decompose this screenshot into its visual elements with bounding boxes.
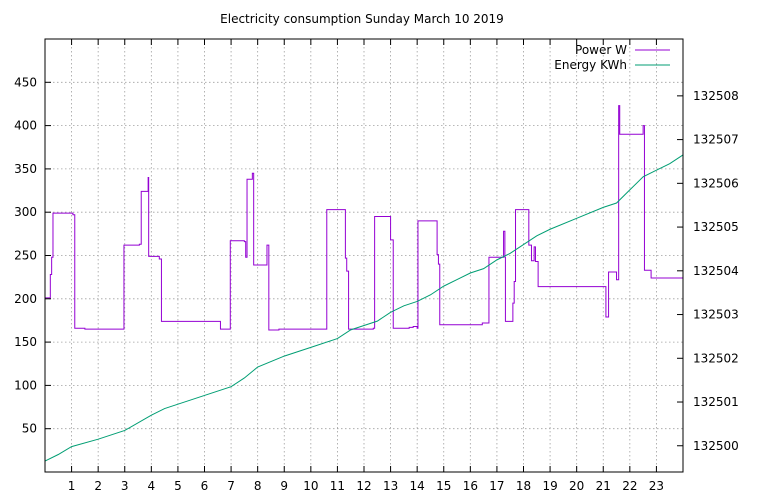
x-tick-label: 23 — [649, 479, 664, 493]
x-tick-label: 21 — [596, 479, 611, 493]
y2-tick-label: 132504 — [693, 264, 739, 278]
legend: Power W Energy KWh — [554, 43, 670, 72]
y-tick-label: 300 — [14, 205, 37, 219]
x-tick-label: 18 — [516, 479, 531, 493]
x-tick-label: 15 — [436, 479, 451, 493]
x-tick-label: 20 — [569, 479, 584, 493]
y2-tick-label: 132508 — [693, 89, 739, 103]
x-tick-label: 14 — [410, 479, 425, 493]
axis-ticks — [45, 39, 683, 472]
x-tick-label: 6 — [201, 479, 209, 493]
x-axis-tick-labels: 1 2 3 4 5 6 7 8 9 10 11 12 13 14 15 16 17 18 19 20 21 22 23 — [68, 479, 664, 493]
x-tick-label: 10 — [303, 479, 318, 493]
x-tick-label: 16 — [463, 479, 478, 493]
y-tick-label: 200 — [14, 292, 37, 306]
y-tick-label: 50 — [22, 422, 37, 436]
x-tick-label: 9 — [280, 479, 288, 493]
y2-tick-label: 132503 — [693, 308, 739, 322]
y-axis-tick-labels: 50 100 150 200 250 300 350 400 450 — [14, 75, 37, 435]
y2-tick-label: 132501 — [693, 395, 739, 409]
x-tick-label: 11 — [330, 479, 345, 493]
x-tick-label: 1 — [68, 479, 76, 493]
x-tick-label: 7 — [227, 479, 235, 493]
y-tick-label: 400 — [14, 119, 37, 133]
series-line-energy — [44, 154, 684, 462]
x-tick-label: 5 — [174, 479, 182, 493]
legend-label-energy: Energy KWh — [554, 58, 627, 72]
y-tick-label: 150 — [14, 335, 37, 349]
y-tick-label: 100 — [14, 378, 37, 392]
y-tick-label: 250 — [14, 249, 37, 263]
legend-label-power: Power W — [575, 43, 627, 57]
x-tick-label: 3 — [121, 479, 129, 493]
x-tick-label: 8 — [254, 479, 262, 493]
y2-tick-label: 132500 — [693, 439, 739, 453]
y-tick-label: 350 — [14, 162, 37, 176]
y2-tick-label: 132506 — [693, 176, 739, 190]
x-tick-label: 4 — [148, 479, 156, 493]
y2-tick-label: 132505 — [693, 220, 739, 234]
grid — [45, 39, 683, 472]
series-line-power — [45, 105, 683, 331]
x-tick-label: 12 — [356, 479, 371, 493]
x-tick-label: 19 — [542, 479, 557, 493]
y2-tick-label: 132502 — [693, 351, 739, 365]
plot-series — [44, 105, 684, 462]
y2-tick-label: 132507 — [693, 133, 739, 147]
x-tick-label: 13 — [383, 479, 398, 493]
x-tick-label: 17 — [489, 479, 504, 493]
y2-axis-tick-labels: 132500 132501 132502 132503 132504 132505 1325… — [693, 89, 739, 453]
chart-title: Electricity consumption Sunday March 10 … — [220, 12, 504, 26]
x-tick-label: 22 — [622, 479, 637, 493]
x-tick-label: 2 — [94, 479, 102, 493]
y-tick-label: 450 — [14, 75, 37, 89]
